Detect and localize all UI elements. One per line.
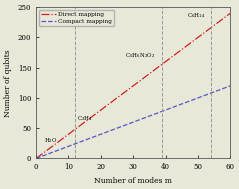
Direct mapping bbox=[128, 88, 131, 90]
Direct mapping bbox=[35, 157, 38, 160]
Direct mapping bbox=[127, 88, 130, 91]
Compact mapping bbox=[35, 157, 38, 160]
Compact mapping bbox=[140, 118, 143, 120]
Direct mapping bbox=[140, 79, 143, 81]
Text: C$_5$H$_6$N$_2$O$_2$: C$_5$H$_6$N$_2$O$_2$ bbox=[125, 52, 156, 60]
Text: C$_2$H$_4$: C$_2$H$_4$ bbox=[76, 114, 92, 123]
Legend: Direct mapping, Compact mapping: Direct mapping, Compact mapping bbox=[39, 10, 114, 26]
Text: C$_6$H$_{14}$: C$_6$H$_{14}$ bbox=[187, 12, 205, 20]
Y-axis label: Number of qubits: Number of qubits bbox=[4, 49, 12, 117]
Line: Direct mapping: Direct mapping bbox=[36, 13, 230, 158]
X-axis label: Number of modes m: Number of modes m bbox=[94, 177, 172, 185]
Line: Compact mapping: Compact mapping bbox=[36, 86, 230, 158]
Compact mapping bbox=[150, 114, 153, 116]
Direct mapping bbox=[224, 15, 227, 18]
Compact mapping bbox=[194, 98, 197, 100]
Direct mapping bbox=[150, 71, 153, 73]
Compact mapping bbox=[127, 123, 130, 125]
Direct mapping bbox=[229, 12, 232, 14]
Compact mapping bbox=[224, 86, 227, 89]
Compact mapping bbox=[229, 85, 232, 87]
Text: H$_2$O: H$_2$O bbox=[44, 136, 58, 145]
Compact mapping bbox=[128, 122, 131, 125]
Direct mapping bbox=[194, 38, 197, 40]
